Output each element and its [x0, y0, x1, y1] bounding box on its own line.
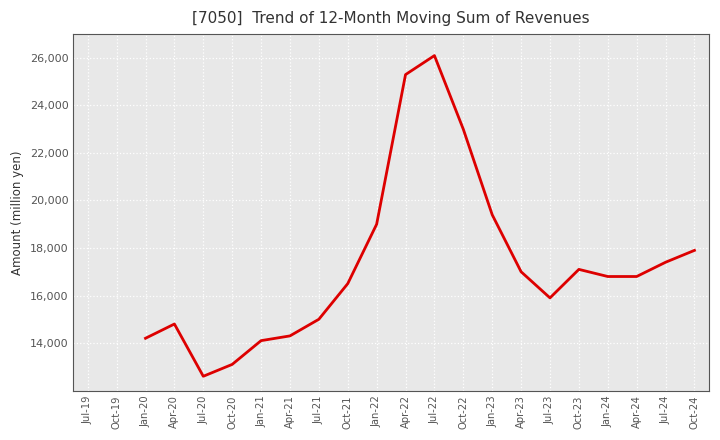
Title: [7050]  Trend of 12-Month Moving Sum of Revenues: [7050] Trend of 12-Month Moving Sum of R…: [192, 11, 590, 26]
Y-axis label: Amount (million yen): Amount (million yen): [11, 150, 24, 275]
